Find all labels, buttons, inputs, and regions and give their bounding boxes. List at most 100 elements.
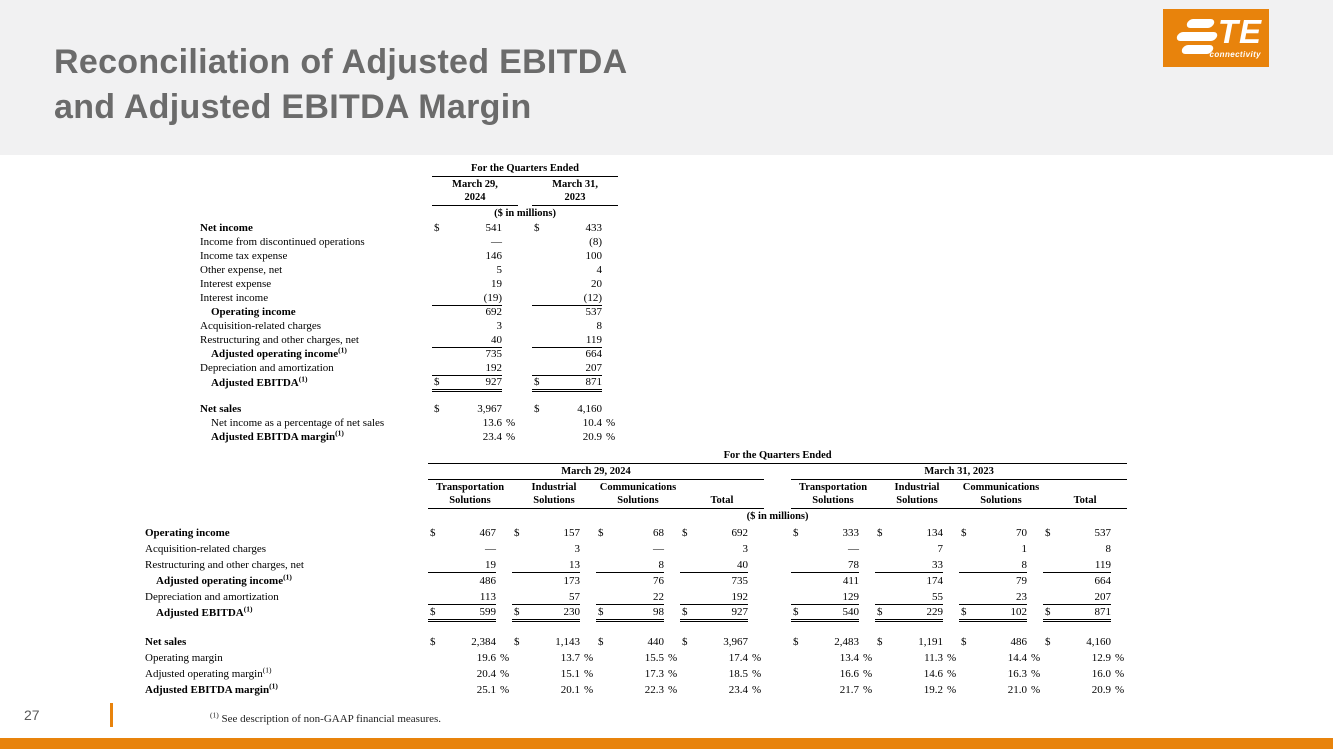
- percent-sign: [1111, 572, 1127, 588]
- footnote-ref: (1): [338, 345, 347, 355]
- dollar-sign: [680, 556, 694, 573]
- percent-sign: [859, 524, 875, 540]
- dollar-sign: $: [682, 527, 688, 539]
- value-cell: 10.4: [582, 417, 602, 429]
- dollar-sign: [432, 249, 446, 263]
- value-cell: 7: [937, 543, 944, 555]
- value-cell: 5: [496, 264, 503, 276]
- dollar-sign: $: [961, 636, 967, 648]
- dollar-sign: [596, 665, 610, 681]
- period-header-2024: March 29, 2024: [428, 463, 764, 480]
- value-cell: 40: [694, 556, 748, 573]
- dollar-sign: [875, 588, 889, 605]
- percent-sign: [602, 347, 618, 361]
- dollar-sign: [959, 681, 973, 697]
- table-row: Adjusted EBITDA(1) $927 $871: [200, 375, 618, 392]
- value-cell: 57: [526, 588, 580, 605]
- footnote: (1) See description of non-GAAP financia…: [210, 711, 441, 725]
- percent-sign: %: [584, 668, 594, 680]
- segment-header-industrial-2023: Industrial Solutions: [875, 479, 959, 509]
- percent-sign: [748, 572, 764, 588]
- percent-sign: [748, 556, 764, 572]
- percent-sign: [859, 633, 875, 649]
- percent-sign: [602, 221, 618, 235]
- percent-sign: %: [584, 652, 594, 664]
- value-cell: 22: [610, 588, 664, 605]
- dollar-sign: [432, 347, 446, 361]
- percent-sign: %: [1031, 684, 1041, 696]
- percent-sign: %: [863, 684, 873, 696]
- percent-sign: %: [500, 652, 510, 664]
- column-gap: [764, 681, 791, 697]
- percent-sign: %: [1115, 668, 1125, 680]
- value-cell: 333: [842, 527, 860, 539]
- value-cell: 3: [496, 320, 503, 332]
- percent-sign: %: [506, 417, 516, 429]
- empty-header-cell: [200, 177, 432, 206]
- dollar-sign: $: [598, 527, 604, 539]
- dollar-sign: $: [512, 604, 526, 622]
- dollar-sign: [596, 681, 610, 697]
- value-cell: 173: [563, 575, 581, 587]
- table-header-row: ($ in millions): [200, 206, 618, 222]
- percent-sign: [496, 588, 512, 604]
- te-connectivity-logo: TE connectivity: [1163, 9, 1269, 67]
- row-label: Restructuring and other charges, net: [145, 559, 304, 571]
- percent-sign: [1027, 572, 1043, 588]
- column-gap: [518, 333, 532, 347]
- row-label: Adjusted EBITDA margin(1): [145, 681, 278, 696]
- units-header: ($ in millions): [494, 208, 556, 219]
- segment-header-transportation-2024: Transportation Solutions: [428, 479, 512, 509]
- dollar-sign: [959, 588, 973, 605]
- table-row: Net income as a percentage of net sales 1…: [200, 416, 618, 430]
- logo-te-text: TE: [1217, 13, 1262, 50]
- quarters-ended-header: For the Quarters Ended: [428, 448, 1128, 464]
- value-cell: 735: [485, 348, 503, 360]
- percent-sign: [502, 235, 518, 249]
- value-cell: 8: [973, 556, 1027, 573]
- row-label: Operating margin: [145, 652, 223, 664]
- footnote-ref: (1): [262, 665, 272, 675]
- percent-sign: %: [1115, 652, 1125, 664]
- value-cell: 229: [889, 604, 943, 622]
- value-cell: 174: [926, 575, 944, 587]
- value-cell: 20: [591, 278, 602, 290]
- page-title-line2: and Adjusted EBITDA Margin: [54, 88, 532, 126]
- table-row: Net sales $3,967 $4,160: [200, 402, 618, 416]
- value-cell: 13.4: [839, 652, 859, 664]
- dollar-sign: $: [682, 636, 688, 648]
- table-row: Adjusted operating income(1) 735 664: [200, 345, 618, 361]
- dollar-sign: [432, 235, 446, 249]
- dollar-sign: $: [793, 636, 799, 648]
- dollar-sign: [428, 588, 442, 605]
- percent-sign: [943, 556, 959, 572]
- dollar-sign: [532, 319, 546, 333]
- row-label: Other expense, net: [200, 264, 283, 276]
- empty-header-cell: [145, 448, 428, 464]
- dollar-sign: [532, 291, 546, 306]
- value-cell: 119: [546, 333, 602, 348]
- percent-sign: [496, 524, 512, 540]
- row-label: Depreciation and amortization: [200, 362, 334, 374]
- percent-sign: [748, 524, 764, 540]
- dollar-sign: [532, 430, 546, 444]
- value-cell: 486: [479, 575, 497, 587]
- percent-sign: %: [1031, 668, 1041, 680]
- bottom-accent-bar: [0, 738, 1333, 749]
- percent-sign: %: [752, 652, 762, 664]
- percent-sign: [664, 540, 680, 556]
- dollar-sign: [512, 572, 526, 588]
- value-cell: 40: [446, 333, 502, 348]
- column-gap: [764, 524, 791, 540]
- spacer-cell: [200, 390, 618, 402]
- value-cell: 20.4: [476, 668, 496, 680]
- dollar-sign: [596, 556, 610, 573]
- dollar-sign: [512, 665, 526, 681]
- value-cell: 8: [1105, 543, 1112, 555]
- percent-sign: [1111, 588, 1127, 604]
- value-cell: 16.6: [839, 668, 859, 680]
- percent-sign: [1027, 524, 1043, 540]
- column-gap: [518, 305, 532, 319]
- percent-sign: [580, 633, 596, 649]
- units-header: ($ in millions): [746, 511, 809, 522]
